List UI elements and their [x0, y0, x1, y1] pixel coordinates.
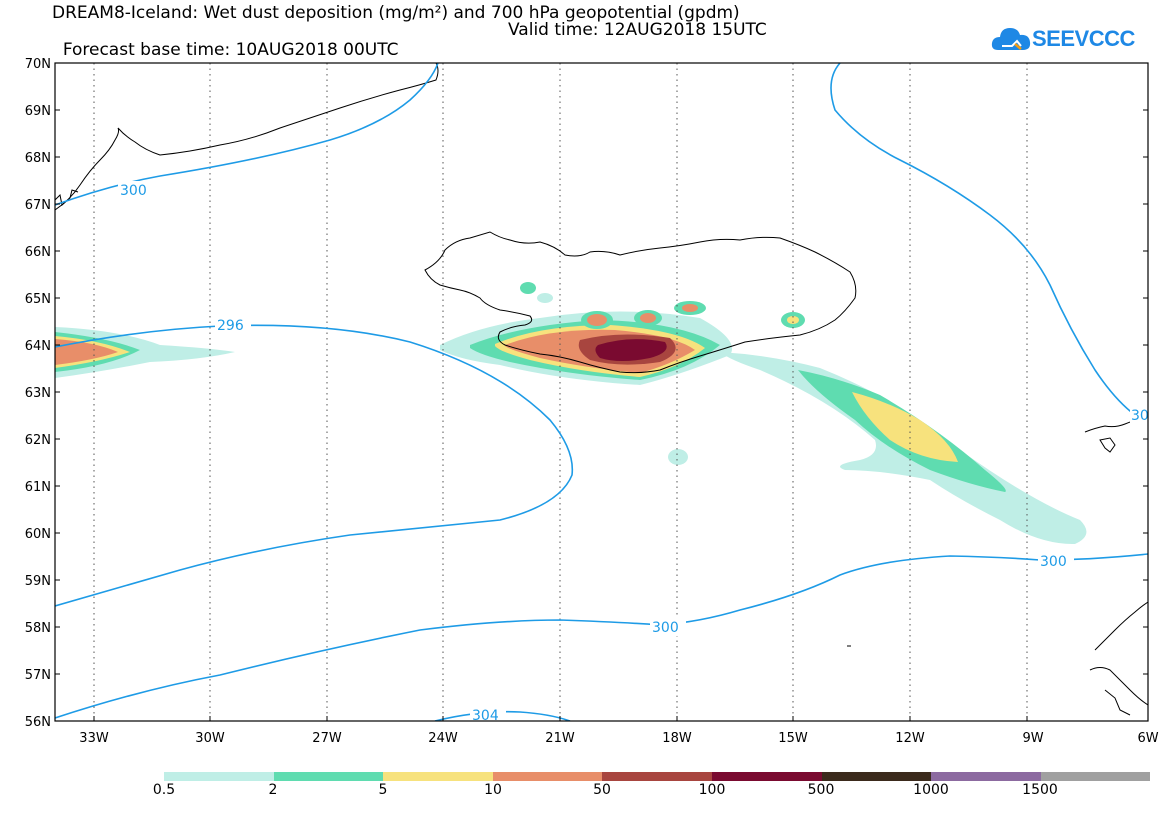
contour-300-south	[55, 553, 1148, 719]
lon-ticks	[93, 716, 1028, 721]
contour-label: 300	[1040, 554, 1067, 570]
colorbar-segment	[602, 772, 712, 781]
greenland-coast	[55, 63, 439, 211]
lat-label: 62N	[25, 433, 51, 448]
contour-300-east	[830, 63, 1148, 423]
colorbar-segment	[931, 772, 1041, 781]
lat-label: 67N	[25, 198, 51, 213]
contour-label: 296	[217, 318, 244, 334]
iceland-coast	[424, 231, 857, 374]
geopotential-contours	[55, 63, 1148, 721]
colorbar-segment	[383, 772, 493, 781]
forecast-base-label: Forecast base time: 10AUG2018 00UTC	[62, 40, 399, 60]
coastlines	[55, 63, 1148, 716]
logo-text: SEEVCCC	[1032, 26, 1135, 51]
lon-label: 15W	[778, 731, 808, 746]
lat-label: 63N	[25, 386, 51, 401]
lat-label: 68N	[25, 151, 51, 166]
lon-label: 30W	[195, 731, 225, 746]
colorbar-label: 100	[698, 782, 726, 798]
map-grid	[93, 63, 1028, 721]
colorbar-label: 2	[268, 782, 278, 798]
lon-label: 21W	[545, 731, 575, 746]
contour-296	[55, 324, 574, 607]
colorbar-label: 50	[593, 782, 611, 798]
scotland-coast	[1089, 601, 1148, 716]
lat-label: 64N	[25, 339, 51, 354]
colorbar-segment	[821, 772, 932, 781]
colorbar-segment	[711, 772, 822, 781]
lon-label: 9W	[1022, 731, 1043, 746]
colorbar-labels: 0.5 2 5 10 50 100 500 1000 1500	[0, 782, 1175, 802]
colorbar-segment	[273, 772, 384, 781]
valid-time-label: Valid time: 12AUG2018 15UTC	[508, 20, 767, 40]
colorbar-label: 10	[484, 782, 502, 798]
lon-label: 18W	[662, 731, 692, 746]
colorbar	[164, 772, 1151, 781]
map-title: DREAM8-Iceland: Wet dust deposition (mg/…	[52, 3, 740, 23]
dust-plume-southeast	[720, 352, 1087, 545]
contour-label: 304	[472, 708, 499, 724]
colorbar-label: 500	[807, 782, 835, 798]
lon-label: 27W	[312, 731, 342, 746]
colorbar-label: 1000	[913, 782, 949, 798]
lat-label: 69N	[25, 104, 51, 119]
contour-300-north	[55, 63, 439, 206]
lat-label: 57N	[25, 668, 51, 683]
lat-label: 61N	[25, 480, 51, 495]
colorbar-label: 5	[378, 782, 388, 798]
lat-label: 58N	[25, 621, 51, 636]
contour-304	[434, 710, 571, 721]
contour-label: 300	[652, 620, 679, 636]
dust-plume-iceland	[440, 282, 805, 465]
cloud-icon	[991, 28, 1031, 50]
contour-label: 300	[120, 183, 147, 199]
lon-label: 33W	[79, 731, 109, 746]
seevccc-logo: SEEVCCC	[990, 22, 1150, 56]
lat-ticks	[55, 62, 1148, 675]
lat-label: 70N	[25, 57, 51, 72]
colorbar-label: 1500	[1022, 782, 1058, 798]
colorbar-label: 0.5	[152, 782, 176, 798]
lat-label: 60N	[25, 527, 51, 542]
contour-labels: 300 296 300 300 30 304	[118, 181, 1149, 724]
lat-labels: 70N 69N 68N 67N 66N 65N 64N 63N 62N 61N …	[25, 57, 51, 730]
lon-labels: 33W 30W 27W 24W 21W 18W 15W 12W 9W 6W	[79, 731, 1158, 746]
contour-label: 30	[1131, 408, 1149, 424]
map-area: 300 296 300 300 30 304	[55, 63, 1149, 724]
lon-label: 6W	[1137, 731, 1158, 746]
lon-label: 24W	[428, 731, 458, 746]
lat-label: 65N	[25, 292, 51, 307]
colorbar-segment	[1040, 772, 1151, 781]
lon-label: 12W	[895, 731, 925, 746]
lat-label: 59N	[25, 574, 51, 589]
forecast-base-time: Forecast base time: 10AUG2018 00UTC Vali…	[52, 20, 767, 80]
colorbar-segment	[164, 772, 274, 781]
lat-label: 66N	[25, 245, 51, 260]
lat-label: 56N	[25, 715, 51, 730]
colorbar-segment	[492, 772, 603, 781]
dust-plume-west	[55, 327, 235, 378]
